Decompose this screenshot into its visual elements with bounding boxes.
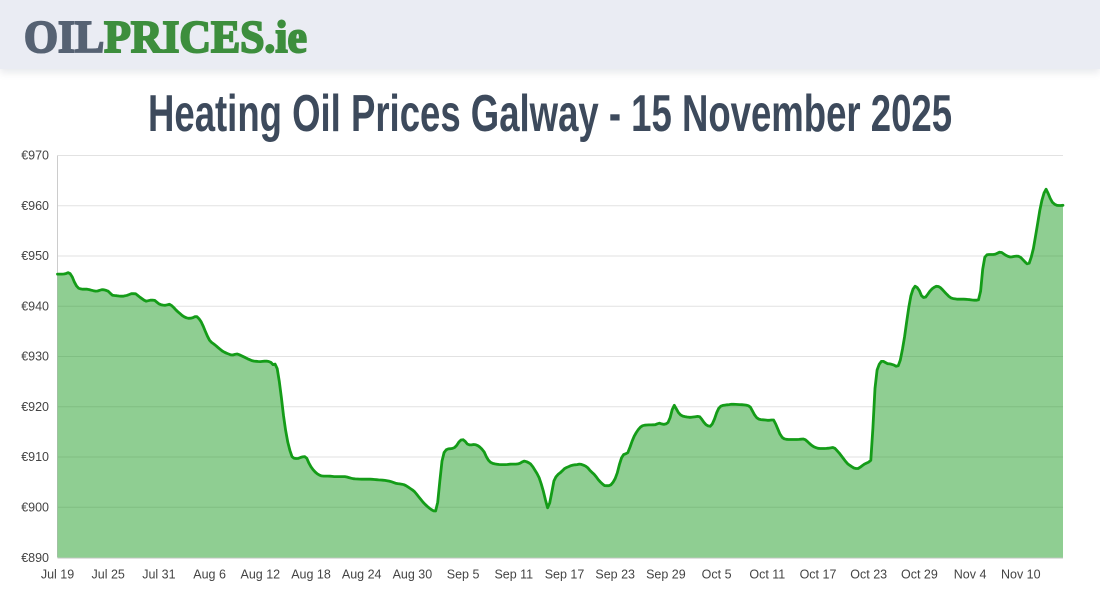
svg-text:Oct 17: Oct 17 bbox=[800, 568, 837, 582]
svg-text:Sep 23: Sep 23 bbox=[595, 568, 635, 582]
svg-text:€910: €910 bbox=[21, 450, 49, 464]
svg-text:€970: €970 bbox=[21, 149, 49, 163]
svg-text:Aug 24: Aug 24 bbox=[342, 568, 382, 582]
svg-text:€930: €930 bbox=[21, 350, 49, 364]
svg-text:Sep 5: Sep 5 bbox=[447, 568, 480, 582]
svg-text:Jul 25: Jul 25 bbox=[92, 568, 125, 582]
svg-text:Aug 30: Aug 30 bbox=[393, 568, 433, 582]
svg-text:Jul 19: Jul 19 bbox=[41, 568, 74, 582]
svg-text:Nov 10: Nov 10 bbox=[1001, 568, 1041, 582]
svg-text:Sep 17: Sep 17 bbox=[545, 568, 585, 582]
svg-text:Oct 29: Oct 29 bbox=[901, 568, 938, 582]
svg-text:€900: €900 bbox=[21, 501, 49, 515]
svg-text:€960: €960 bbox=[21, 199, 49, 213]
svg-text:Nov 4: Nov 4 bbox=[954, 568, 987, 582]
svg-text:€890: €890 bbox=[21, 551, 49, 565]
svg-text:€920: €920 bbox=[21, 400, 49, 414]
svg-text:Oct 5: Oct 5 bbox=[702, 568, 732, 582]
svg-text:Aug 6: Aug 6 bbox=[193, 568, 226, 582]
svg-text:Sep 11: Sep 11 bbox=[494, 568, 533, 582]
svg-text:Aug 12: Aug 12 bbox=[240, 568, 280, 582]
svg-text:Oct 23: Oct 23 bbox=[850, 568, 887, 582]
svg-text:Sep 29: Sep 29 bbox=[646, 568, 686, 582]
svg-text:Aug 18: Aug 18 bbox=[291, 568, 331, 582]
svg-text:€950: €950 bbox=[21, 249, 49, 263]
svg-text:Jul 31: Jul 31 bbox=[142, 568, 175, 582]
svg-text:€940: €940 bbox=[21, 299, 49, 313]
svg-text:Oct 11: Oct 11 bbox=[749, 568, 785, 582]
